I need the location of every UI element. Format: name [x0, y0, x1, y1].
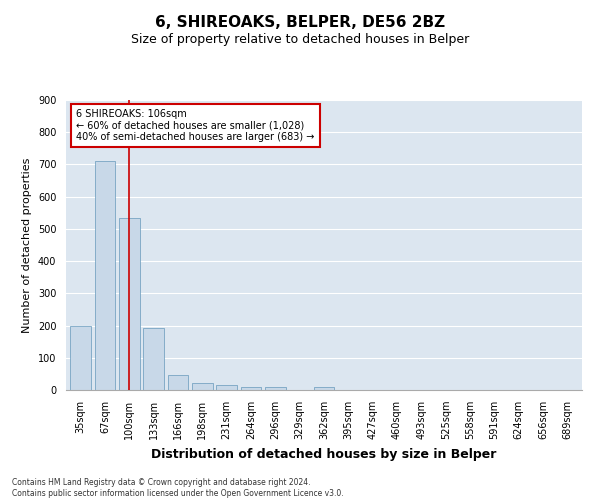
Text: Size of property relative to detached houses in Belper: Size of property relative to detached ho…	[131, 32, 469, 46]
X-axis label: Distribution of detached houses by size in Belper: Distribution of detached houses by size …	[151, 448, 497, 460]
Y-axis label: Number of detached properties: Number of detached properties	[22, 158, 32, 332]
Bar	[119, 218, 140, 390]
Bar	[241, 387, 262, 390]
Bar	[143, 328, 164, 390]
Text: 6 SHIREOAKS: 106sqm
← 60% of detached houses are smaller (1,028)
40% of semi-det: 6 SHIREOAKS: 106sqm ← 60% of detached ho…	[76, 108, 314, 142]
Bar	[95, 161, 115, 390]
Bar	[265, 388, 286, 390]
Bar	[70, 326, 91, 390]
Bar	[167, 375, 188, 390]
Bar	[314, 388, 334, 390]
Bar	[192, 382, 212, 390]
Bar	[216, 384, 237, 390]
Text: 6, SHIREOAKS, BELPER, DE56 2BZ: 6, SHIREOAKS, BELPER, DE56 2BZ	[155, 15, 445, 30]
Text: Contains HM Land Registry data © Crown copyright and database right 2024.
Contai: Contains HM Land Registry data © Crown c…	[12, 478, 344, 498]
